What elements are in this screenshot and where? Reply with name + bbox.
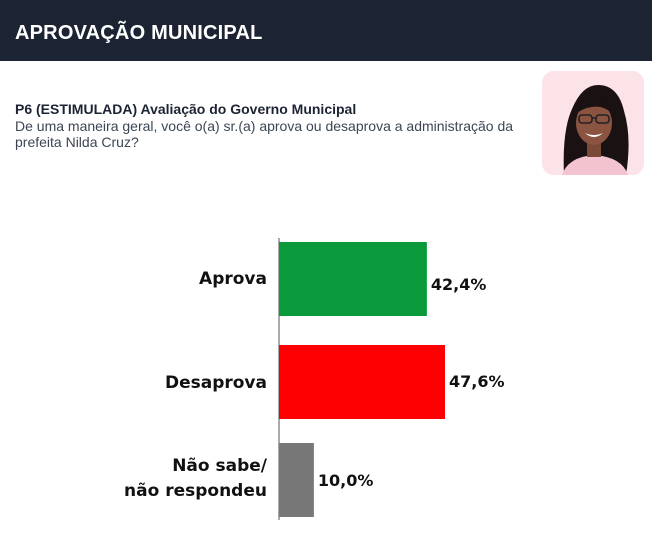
category-label-1-0: Desaprova (165, 373, 267, 393)
bar-1 (279, 345, 445, 419)
question-block: P6 (ESTIMULADA) Avaliação do Governo Mun… (15, 101, 550, 151)
bar-chart: Aprova Desaprova Não sabe/não respondeu 42… (124, 238, 505, 520)
value-label-0: 42,4% (431, 275, 487, 294)
category-label-0-0: Aprova (199, 269, 267, 289)
bar-2 (279, 443, 314, 517)
category-label-2-0: Não sabe/ (172, 456, 268, 476)
question-text: De uma maneira geral, você o(a) sr.(a) a… (15, 117, 514, 151)
question-title: P6 (ESTIMULADA) Avaliação do Governo Mun… (15, 101, 357, 117)
mayor-photo (542, 71, 644, 175)
page-title: APROVAÇÃO MUNICIPAL (15, 22, 263, 44)
bar-0 (279, 242, 427, 316)
category-label-2-1: não respondeu (124, 481, 267, 501)
value-label-1: 47,6% (449, 372, 505, 391)
header-bar: APROVAÇÃO MUNICIPAL (0, 0, 652, 61)
portrait-image (542, 71, 644, 175)
value-label-2: 10,0% (318, 471, 374, 490)
